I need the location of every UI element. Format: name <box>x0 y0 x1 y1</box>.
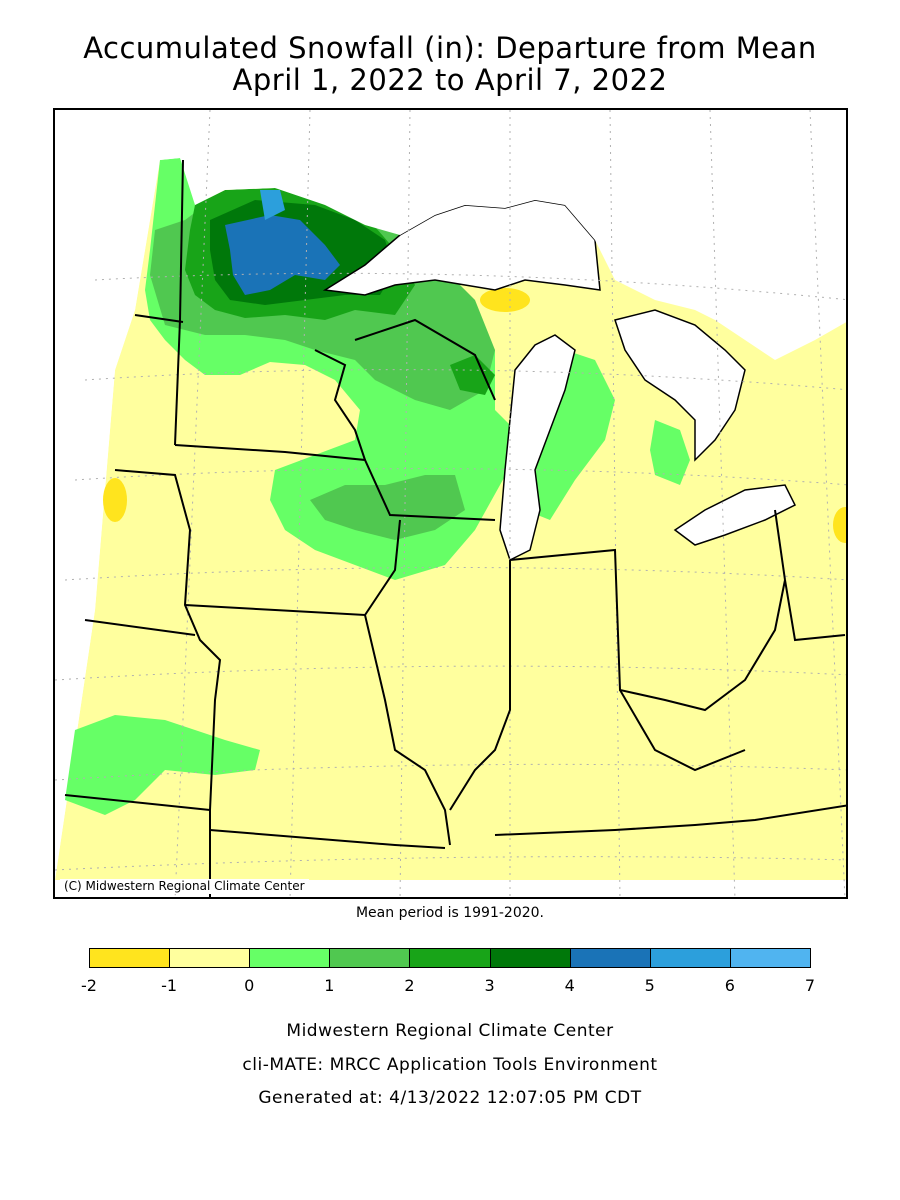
legend-swatch <box>569 948 651 968</box>
legend-tick-label: -1 <box>161 976 178 995</box>
canada-region <box>160 110 846 360</box>
footer-generated-time: Generated at: 4/13/2022 12:07:05 PM CDT <box>258 1088 642 1108</box>
legend-swatch <box>649 948 731 968</box>
zone-neg2-to-neg1-spot1 <box>103 478 127 522</box>
zone-0-to-1-michigan <box>525 350 615 520</box>
graticule <box>55 110 846 897</box>
legend-swatch <box>249 948 331 968</box>
copyright-label: (C) Midwestern Regional Climate Center <box>60 879 309 894</box>
zone-0-to-1-southwest <box>65 715 260 815</box>
legend-swatch <box>169 948 251 968</box>
snowfall-departure-map <box>53 108 848 899</box>
zone-5-to-6 <box>260 190 285 220</box>
legend-tick-label: 4 <box>564 976 575 995</box>
map-title: Accumulated Snowfall (in): Departure fro… <box>83 31 817 65</box>
mean-period-note: Mean period is 1991-2020. <box>355 905 545 921</box>
legend-tick-label: 6 <box>724 976 735 995</box>
zone-4-to-5 <box>225 215 340 295</box>
color-legend <box>89 948 811 970</box>
lake-michigan <box>499 334 576 562</box>
legend-tick-label: 1 <box>324 976 335 995</box>
legend-tick-label: 7 <box>804 976 816 995</box>
lake-huron <box>614 309 746 462</box>
zone-0-to-1-lower-mi <box>650 420 690 485</box>
legend-tick-label: -2 <box>81 976 97 995</box>
zone-neg2-to-neg1-spot3 <box>833 507 846 543</box>
legend-swatch <box>729 948 811 968</box>
state-borders <box>64 159 846 897</box>
zone-2-to-3-east <box>450 355 495 395</box>
lake-erie <box>673 484 797 546</box>
legend-tick-label: 0 <box>244 976 255 995</box>
legend-swatch <box>89 948 171 968</box>
legend-tick-label: 5 <box>644 976 655 995</box>
legend-swatch <box>329 948 411 968</box>
footer-application: cli-MATE: MRCC Application Tools Environ… <box>242 1055 658 1075</box>
outside-region <box>55 110 160 880</box>
legend-tick-label: 3 <box>484 976 495 995</box>
legend-swatch <box>409 948 491 968</box>
legend-tick-label: 2 <box>404 976 415 995</box>
zone-neg2-to-neg1-spot2 <box>480 288 530 312</box>
map-date-range: April 1, 2022 to April 7, 2022 <box>232 63 668 97</box>
legend-swatch <box>489 948 571 968</box>
footer-organization: Midwestern Regional Climate Center <box>286 1021 614 1041</box>
map-canvas <box>55 110 846 897</box>
